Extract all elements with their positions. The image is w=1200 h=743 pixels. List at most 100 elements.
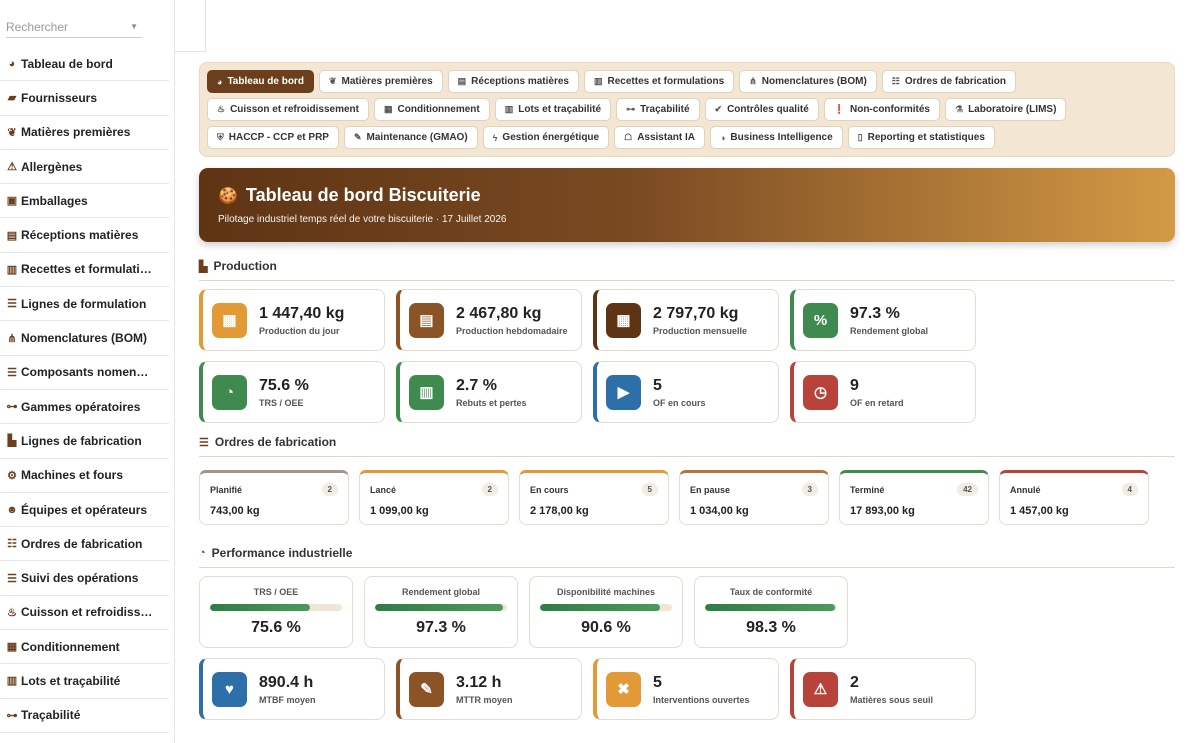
sidebar-item[interactable]: ▙ Lignes de fabrication: [0, 424, 169, 459]
order-status-card[interactable]: Annulé 4 1 457,00 kg: [999, 470, 1149, 525]
tab-item[interactable]: ✎ Maintenance (GMAO): [343, 126, 478, 149]
sidebar-item-label: Lots et traçabilité: [21, 673, 121, 688]
calendar-day-icon: ▦: [212, 302, 247, 338]
kpi-text: 5 OF en cours: [653, 377, 706, 408]
kpi-card: ⚠ 2 Matières sous seuil: [790, 658, 976, 720]
tab-item[interactable]: ◑ Business Intelligence: [709, 126, 843, 149]
tab-label: Réceptions matières: [471, 76, 569, 87]
tab-item[interactable]: ⚗ Laboratoire (LIMS): [944, 98, 1067, 121]
robot-icon: ☖: [624, 132, 633, 142]
kpi-label: OF en retard: [850, 397, 904, 408]
tab-item[interactable]: ⊶ Traçabilité: [616, 98, 700, 121]
sidebar-item-label: Équipes et opérateurs: [21, 502, 148, 517]
sidebar-item-label: Allergènes: [21, 159, 83, 174]
sidebar-item[interactable]: ⚠ Allergènes: [0, 150, 169, 185]
sidebar-item[interactable]: ▥ Lots et traçabilité: [0, 664, 169, 699]
tab-label: Nomenclatures (BOM): [761, 76, 867, 87]
sidebar-item[interactable]: ▥ Recettes et formulati…: [0, 253, 169, 288]
progress-fill: [540, 604, 660, 611]
sidebar-item[interactable]: ⋔ Nomenclatures (BOM): [0, 321, 169, 356]
order-status-card[interactable]: Planifié 2 743,00 kg: [199, 470, 349, 525]
users-icon: ☻: [6, 503, 18, 516]
kpi-card: ✎ 3.12 h MTTR moyen: [396, 658, 582, 720]
tab-item[interactable]: ☷ Ordres de fabrication: [881, 70, 1016, 93]
chevron-down-icon[interactable]: ▼: [130, 22, 138, 31]
performance-label: Taux de conformité: [729, 587, 813, 597]
sidebar-item[interactable]: ☰ Lignes de formulation: [0, 287, 169, 322]
tab-item[interactable]: ▥ Lots et traçabilité: [494, 98, 612, 121]
dolly-icon: ▤: [457, 76, 467, 86]
order-status-card[interactable]: En pause 3 1 034,00 kg: [679, 470, 829, 525]
section-performance: ◔ Performance industrielle: [199, 546, 1175, 568]
order-status-card[interactable]: Lancé 2 1 099,00 kg: [359, 470, 509, 525]
sidebar-item[interactable]: ☰ Suivi des opérations: [0, 561, 169, 596]
performance-label: Rendement global: [401, 587, 480, 597]
kpi-card: ▥ 2.7 % Rebuts et pertes: [396, 361, 582, 423]
sidebar-item[interactable]: ☷ Ordres de fabrication: [0, 527, 169, 562]
bolt-icon: ϟ: [492, 132, 498, 143]
sidebar-item[interactable]: ▤ Réceptions matières: [0, 218, 169, 253]
tab-item[interactable]: ⋔ Nomenclatures (BOM): [739, 70, 877, 93]
tab-item[interactable]: ♨ Cuisson et refroidissement: [207, 98, 369, 121]
kpi-value: 2 467,80 kg: [456, 304, 542, 322]
sidebar-item-label: Suivi des opérations: [21, 571, 139, 586]
sidebar-item[interactable]: ☰ Composants nomen…: [0, 356, 169, 390]
tab-item[interactable]: ❦ Matières premières: [318, 70, 443, 93]
sidebar-item[interactable]: ⚙ Machines et fours: [0, 459, 169, 493]
sidebar-item[interactable]: ▰ Fournisseurs: [0, 81, 169, 116]
kpi-text: 2 797,70 kg Production mensuelle: [653, 305, 747, 336]
sidebar-item[interactable]: ⊶ Traçabilité: [0, 699, 169, 733]
fire-icon: ♨: [217, 104, 226, 114]
tab-label: Traçabilité: [640, 104, 690, 115]
tab-item[interactable]: ▯ Reporting et statistiques: [847, 126, 995, 149]
kpi-text: 2 Matières sous seuil: [850, 674, 933, 705]
boxes-icon: ▦: [384, 104, 393, 114]
calendar-icon: ▦: [606, 302, 641, 338]
order-count-badge: 3: [801, 483, 818, 496]
sidebar-item[interactable]: ❦ Matières premières: [0, 116, 169, 150]
top-toggle-area: [175, 0, 206, 52]
sidebar-item[interactable]: ◕ Tableau de bord: [0, 47, 169, 82]
sidebar-item[interactable]: ♨ Cuisson et refroidiss…: [0, 596, 169, 631]
sidebar-item[interactable]: ☻ Équipes et opérateurs: [0, 493, 169, 528]
tab-item[interactable]: ϟ Gestion énergétique: [482, 126, 610, 149]
order-status-card[interactable]: En cours 5 2 178,00 kg: [519, 470, 669, 525]
tab-item[interactable]: ☖ Assistant IA: [614, 126, 705, 149]
order-weight: 1 099,00 kg: [370, 505, 429, 517]
kpi-card: ▤ 2 467,80 kg Production hebdomadaire: [396, 289, 582, 351]
sidebar-item-label: Lignes de formulation: [21, 296, 147, 311]
progress-fill: [375, 604, 504, 611]
tab-item[interactable]: ⛨ HACCP - CCP et PRP: [207, 126, 339, 149]
tab-item[interactable]: ❗ Non-conformités: [823, 98, 940, 121]
tab-item[interactable]: ▤ Réceptions matières: [447, 70, 579, 93]
kpi-value: 2 797,70 kg: [653, 304, 739, 322]
progress-bar: [540, 604, 672, 611]
progress-bar: [705, 604, 837, 611]
sidebar-item[interactable]: ▦ Conditionnement: [0, 630, 169, 665]
tab-item[interactable]: ▥ Recettes et formulations: [584, 70, 735, 93]
sidebar-item[interactable]: ▣ Emballages: [0, 184, 169, 219]
performance-gauges: TRS / OEE 75.6 % Rendement global 97.3 % Dis…: [199, 576, 1175, 648]
sitemap-icon: ⋔: [749, 76, 757, 86]
tab-item[interactable]: ▦ Conditionnement: [374, 98, 490, 121]
progress-fill: [705, 604, 835, 611]
sidebar-item-label: Conditionnement: [21, 639, 120, 654]
factory-icon: ▙: [199, 260, 208, 273]
kpi-card: ◷ 9 OF en retard: [790, 361, 976, 423]
fire-icon: ♨: [7, 606, 17, 619]
kpi-value: 1 447,40 kg: [259, 304, 345, 322]
order-status-card[interactable]: Terminé 42 17 893,00 kg: [839, 470, 989, 525]
search-input[interactable]: Rechercher ▼: [6, 17, 142, 38]
tab-item[interactable]: ✔ Contrôles qualité: [704, 98, 819, 121]
kpi-value: 75.6 %: [259, 376, 309, 394]
kpi-card: ▶ 5 OF en cours: [593, 361, 779, 423]
sidebar-item[interactable]: ⊶ Gammes opératoires: [0, 390, 169, 425]
tab-item[interactable]: ◕ Tableau de bord: [207, 70, 314, 93]
kpi-text: 97.3 % Rendement global: [850, 305, 928, 336]
kpi-label: MTTR moyen: [456, 694, 513, 705]
check-circle-icon: ✔: [714, 104, 723, 114]
sidebar-item-label: Gammes opératoires: [21, 399, 141, 414]
order-status-name: Terminé: [850, 484, 885, 495]
barcode-icon: ▥: [504, 104, 514, 114]
order-status-header: Terminé 42: [850, 483, 978, 496]
